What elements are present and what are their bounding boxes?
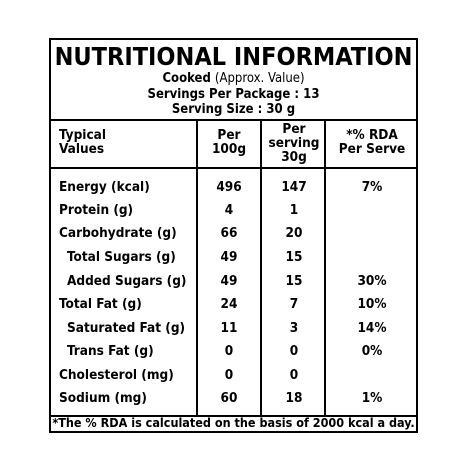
serving-size: Serving Size : 30 g	[171, 102, 296, 117]
nutrient-name: Cholesterol (mg)	[59, 367, 174, 383]
rda-value: 14%	[357, 320, 387, 336]
rda-value: 0%	[361, 343, 383, 359]
servings-per-package: Servings Per Package : 13	[147, 87, 320, 102]
per-serving-value: 20	[285, 225, 303, 241]
header-divider	[51, 167, 416, 169]
col-typical-header-line2: Values	[59, 141, 105, 157]
per-100g-value: 496	[216, 179, 242, 195]
col-typical-header-line1: Typical	[59, 127, 107, 143]
per-100g-value: 66	[220, 225, 238, 241]
col-perserving-header-line3: 30g	[281, 149, 307, 165]
nutrition-panel: NUTRITIONAL INFORMATION Cooked (Approx. …	[49, 38, 418, 433]
per-100g-value: 11	[220, 320, 238, 336]
rda-value: 10%	[357, 296, 387, 312]
per-serving-value: 15	[285, 273, 303, 289]
rda-value: 1%	[361, 390, 383, 406]
per-serving-value: 7	[289, 296, 299, 312]
per-100g-value: 4	[224, 202, 234, 218]
column-divider-3	[324, 119, 326, 417]
nutrition-header: NUTRITIONAL INFORMATION Cooked (Approx. …	[51, 40, 416, 121]
per-serving-value: 147	[281, 179, 307, 195]
column-divider-1	[196, 119, 198, 417]
nutrient-name: Energy (kcal)	[59, 179, 150, 195]
per-100g-value: 60	[220, 390, 238, 406]
nutrient-name: Total Sugars (g)	[67, 249, 176, 265]
per-serving-value: 1	[289, 202, 299, 218]
nutrient-name: Sodium (mg)	[59, 390, 147, 406]
per-100g-value: 49	[220, 249, 238, 265]
column-divider-2	[260, 119, 262, 417]
col-rda-header-line2: Per Serve	[338, 141, 406, 157]
cooked-line: Cooked (Approx. Value)	[51, 71, 416, 86]
approx-label: (Approx. Value)	[214, 71, 305, 86]
col-perserving-header-line2: serving	[268, 135, 320, 151]
nutrient-name: Protein (g)	[59, 202, 134, 218]
col-rda-header-line1: *% RDA	[346, 127, 398, 143]
per-serving-value: 3	[289, 320, 299, 336]
per-100g-value: 49	[220, 273, 238, 289]
per-serving-value: 15	[285, 249, 303, 265]
col-perserving-header-line1: Per	[282, 121, 306, 137]
nutrient-name: Added Sugars (g)	[67, 273, 187, 289]
nutrient-name: Saturated Fat (g)	[67, 320, 186, 336]
per-serving-value: 0	[289, 367, 299, 383]
rda-value: 30%	[357, 273, 387, 289]
per-100g-value: 0	[224, 343, 234, 359]
col-per100-header-line2: 100g	[211, 141, 247, 157]
nutrient-name: Carbohydrate (g)	[59, 225, 177, 241]
per-serving-value: 18	[285, 390, 303, 406]
per-100g-value: 24	[220, 296, 238, 312]
footnote-divider	[51, 415, 416, 417]
panel-title: NUTRITIONAL INFORMATION	[54, 42, 413, 71]
rda-footnote: *The % RDA is calculated on the basis of…	[52, 415, 415, 430]
cooked-label: Cooked	[162, 71, 211, 86]
nutrient-name: Total Fat (g)	[59, 296, 142, 312]
per-serving-value: 0	[289, 343, 299, 359]
per-100g-value: 0	[224, 367, 234, 383]
rda-value: 7%	[361, 179, 383, 195]
nutrient-name: Trans Fat (g)	[67, 343, 154, 359]
col-per100-header-line1: Per	[217, 127, 241, 143]
